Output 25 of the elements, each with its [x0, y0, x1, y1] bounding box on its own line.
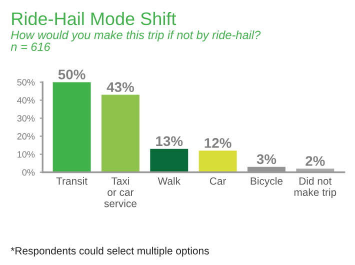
- data-label: 50%: [58, 70, 86, 80]
- data-label: 12%: [204, 138, 232, 148]
- x-tick-label: Car: [210, 177, 226, 185]
- x-tick-label: Transit: [56, 177, 88, 185]
- x-tick-label: Walk: [158, 177, 181, 185]
- x-tick-label: Did not make trip: [294, 177, 336, 198]
- y-tick-label: 20%: [17, 133, 35, 140]
- y-tick-label: 40%: [17, 97, 35, 104]
- bar: [52, 82, 91, 172]
- data-label: 2%: [306, 156, 325, 166]
- text: *Respondents could select multiple options: [10, 246, 209, 257]
- bar: [101, 94, 140, 172]
- x-tick-label: Bicycle: [250, 177, 283, 187]
- y-tick-label: 50%: [17, 79, 35, 86]
- chart-title: Ride-Hail Mode Shift: [12, 12, 176, 26]
- data-label: 3%: [256, 154, 276, 164]
- bar: [198, 150, 237, 172]
- y-tick-label: 10%: [18, 151, 35, 158]
- x-tick-label: Taxi or car service: [104, 177, 137, 208]
- y-tick-label: 30%: [17, 115, 35, 122]
- y-tick-label: 0%: [22, 169, 35, 176]
- data-label: 13%: [156, 136, 183, 146]
- bar: [150, 148, 188, 172]
- data-label: 43%: [106, 82, 134, 92]
- chart-subtitle: How would you make this trip if not by ride-hail? n = 616: [10, 30, 261, 52]
